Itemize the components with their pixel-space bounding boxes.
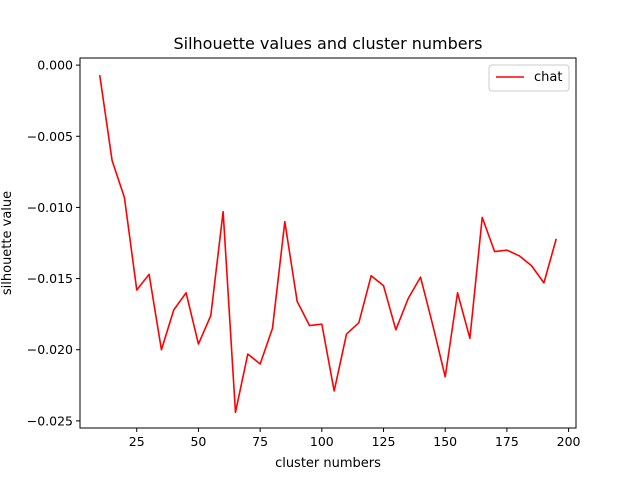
y-tick-label: −0.015 <box>27 271 73 286</box>
y-tick-label: −0.025 <box>27 413 73 428</box>
x-tick-label: 200 <box>557 434 581 449</box>
y-tick-label: −0.005 <box>27 129 73 144</box>
y-tick-label: 0.000 <box>37 58 73 73</box>
y-axis-label: silhouette value <box>0 191 15 295</box>
y-axis-ticks: 0.000 −0.005 −0.010 −0.015 −0.020 −0.025 <box>27 58 80 428</box>
legend: chat <box>488 64 570 92</box>
x-tick-label: 125 <box>372 434 396 449</box>
x-tick-label: 75 <box>252 434 268 449</box>
plot-frame <box>79 57 577 429</box>
chart-title: Silhouette values and cluster numbers <box>173 34 482 53</box>
x-axis-ticks: 25 50 75 100 125 150 175 200 <box>129 428 581 449</box>
series-line-chat <box>98 74 558 414</box>
series-group <box>98 74 558 414</box>
x-tick-label: 25 <box>129 434 145 449</box>
legend-box <box>488 64 570 92</box>
x-tick-label: 150 <box>433 434 457 449</box>
legend-label: chat <box>534 70 562 85</box>
x-tick-label: 175 <box>495 434 519 449</box>
x-tick-label: 50 <box>190 434 206 449</box>
x-axis-label: cluster numbers <box>275 456 381 471</box>
x-tick-label: 100 <box>310 434 334 449</box>
y-tick-label: −0.020 <box>27 342 73 357</box>
y-tick-label: −0.010 <box>27 200 73 215</box>
